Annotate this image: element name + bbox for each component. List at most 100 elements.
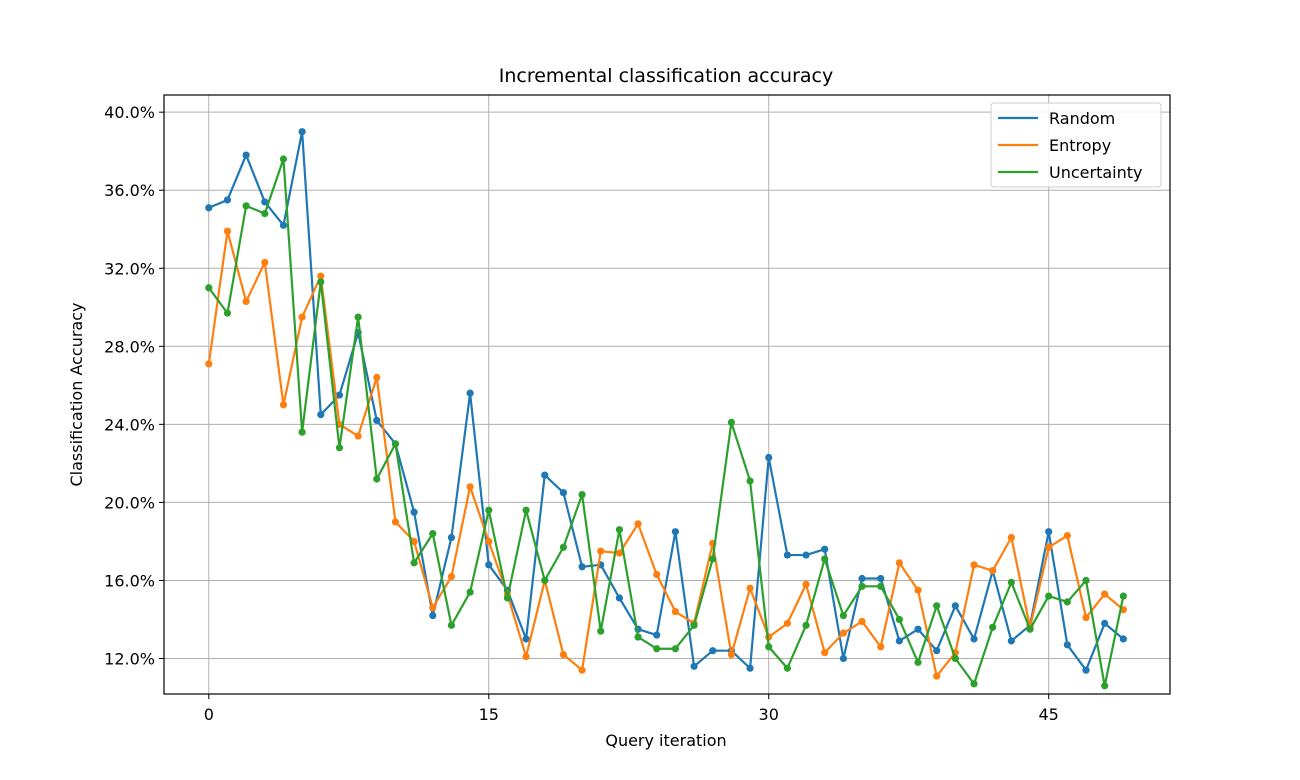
x-tick-label: 0 xyxy=(204,705,214,724)
data-point-random xyxy=(802,551,810,559)
data-point-uncertainty xyxy=(261,210,269,218)
data-point-entropy xyxy=(1045,543,1053,551)
y-tick-label: 32.0% xyxy=(104,259,155,278)
plot-frame xyxy=(163,94,1171,695)
data-point-entropy xyxy=(466,483,474,491)
data-point-uncertainty xyxy=(541,576,549,585)
series-uncertainty xyxy=(205,155,1127,690)
y-tick-label: 24.0% xyxy=(104,415,155,434)
data-point-uncertainty xyxy=(1119,592,1127,600)
data-point-random xyxy=(858,574,866,583)
data-point-random xyxy=(429,611,437,620)
data-point-random xyxy=(242,151,250,159)
data-point-entropy xyxy=(522,652,530,661)
data-point-entropy xyxy=(821,649,829,657)
data-point-uncertainty xyxy=(765,643,773,651)
data-point-uncertainty xyxy=(970,680,978,688)
data-point-random xyxy=(1045,528,1053,536)
data-point-random xyxy=(1119,635,1127,643)
data-point-random xyxy=(223,196,232,204)
x-axis-title: Query iteration xyxy=(605,731,726,750)
data-point-uncertainty xyxy=(429,530,437,538)
data-point-entropy xyxy=(578,666,586,674)
data-point-entropy xyxy=(1063,531,1071,540)
x-axis: 0 15 30 45 xyxy=(204,694,1059,724)
data-point-uncertainty xyxy=(317,278,325,286)
data-point-random xyxy=(410,508,418,516)
data-point-entropy xyxy=(1007,533,1015,542)
data-point-entropy xyxy=(597,547,605,555)
data-point-uncertainty xyxy=(671,645,679,653)
data-point-random xyxy=(895,637,903,645)
data-point-uncertainty xyxy=(877,582,885,590)
data-point-uncertainty xyxy=(858,582,866,590)
data-point-entropy xyxy=(317,272,325,280)
data-point-uncertainty xyxy=(989,623,997,631)
data-point-entropy xyxy=(839,629,847,637)
data-point-entropy xyxy=(429,604,437,612)
data-point-random xyxy=(690,662,698,670)
data-point-uncertainty xyxy=(335,444,344,452)
data-point-random xyxy=(541,471,549,479)
data-point-random xyxy=(1101,619,1109,627)
data-point-entropy xyxy=(1101,590,1109,598)
data-point-entropy xyxy=(373,373,381,382)
data-point-uncertainty xyxy=(242,202,250,210)
data-point-entropy xyxy=(391,518,400,526)
data-point-random xyxy=(653,631,661,639)
y-tick-label: 40.0% xyxy=(104,103,155,122)
data-point-entropy xyxy=(298,313,306,321)
y-tick-label: 20.0% xyxy=(104,493,155,512)
data-point-entropy xyxy=(559,650,568,659)
data-point-random xyxy=(839,654,847,663)
data-point-random xyxy=(746,664,754,672)
data-point-uncertainty xyxy=(783,664,791,672)
data-point-random xyxy=(970,635,978,643)
data-point-uncertainty xyxy=(727,418,735,427)
data-point-uncertainty xyxy=(821,555,829,563)
data-point-random xyxy=(951,602,959,610)
data-point-entropy xyxy=(634,520,642,528)
data-point-entropy xyxy=(615,549,624,557)
data-point-entropy xyxy=(877,643,885,651)
y-tick-label: 12.0% xyxy=(104,649,155,668)
x-tick-label: 15 xyxy=(479,705,499,724)
data-point-uncertainty xyxy=(597,627,605,635)
data-point-uncertainty xyxy=(933,602,941,610)
data-point-random xyxy=(914,625,922,633)
data-point-uncertainty xyxy=(1063,598,1071,606)
data-point-uncertainty xyxy=(895,615,903,624)
data-point-random xyxy=(578,563,586,571)
series-line-entropy xyxy=(207,230,1125,678)
data-point-uncertainty xyxy=(485,506,493,514)
data-point-uncertainty xyxy=(503,594,512,602)
data-point-uncertainty xyxy=(615,526,624,534)
data-point-uncertainty xyxy=(1101,682,1109,690)
data-point-entropy xyxy=(671,608,679,616)
legend-label-uncertainty: Uncertainty xyxy=(1049,163,1142,182)
chart-title: Incremental classification accuracy xyxy=(499,65,834,87)
series-line-uncertainty xyxy=(207,157,1125,687)
data-point-entropy xyxy=(914,586,922,594)
data-point-random xyxy=(1007,637,1015,645)
data-point-uncertainty xyxy=(839,611,847,620)
data-point-entropy xyxy=(485,537,493,546)
data-point-random xyxy=(877,574,885,583)
data-point-entropy xyxy=(727,650,735,659)
data-point-random xyxy=(485,561,493,569)
data-point-random xyxy=(559,489,568,497)
data-point-entropy xyxy=(970,561,978,569)
data-point-random xyxy=(709,647,717,655)
data-point-random xyxy=(765,453,773,462)
data-point-uncertainty xyxy=(653,645,661,653)
data-point-random xyxy=(1063,641,1071,649)
data-point-entropy xyxy=(858,617,866,626)
data-point-uncertainty xyxy=(559,543,568,551)
data-point-uncertainty xyxy=(391,440,400,448)
x-tick-label: 45 xyxy=(1039,705,1059,724)
data-point-uncertainty xyxy=(279,155,288,163)
data-point-entropy xyxy=(802,580,810,588)
data-point-random xyxy=(671,528,679,536)
data-point-uncertainty xyxy=(578,490,586,499)
